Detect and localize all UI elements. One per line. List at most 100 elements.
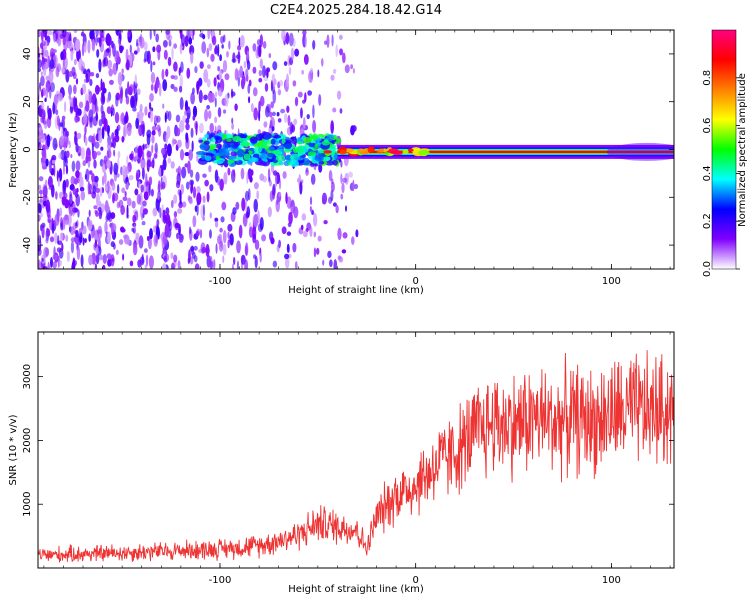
spectrogram-noise-cell <box>355 229 359 238</box>
spectrogram-emerging-cell <box>218 148 227 156</box>
spectrogram-noise-cell <box>294 261 298 269</box>
spectrogram-band-blob <box>359 151 370 155</box>
spectrogram-noise-cell <box>184 110 187 116</box>
spectrogram-noise-cell <box>318 163 323 173</box>
spectrogram-noise-cell <box>43 63 47 77</box>
spectrogram-noise-cell <box>133 223 137 235</box>
spectrogram-noise-cell <box>190 92 195 105</box>
spectrogram-noise-cell <box>140 184 144 193</box>
spectrogram-noise-cell <box>162 103 165 109</box>
spectrogram-noise-cell <box>135 232 140 240</box>
spectrogram-noise-cell <box>134 74 137 86</box>
spectrogram-noise-cell <box>275 198 281 213</box>
spectrogram-noise-cell <box>330 181 335 193</box>
spectrogram-noise-cell <box>345 205 348 212</box>
spectrogram-emerging-cell <box>239 137 247 143</box>
spectrogram-noise-cell <box>40 101 45 110</box>
spectrogram-noise-cell <box>214 97 217 108</box>
spectrogram-emerging-cell <box>314 154 324 162</box>
spectrogram-noise-cell <box>140 163 146 169</box>
spectrogram-noise-cell <box>151 125 157 131</box>
spectrogram-noise-cell <box>215 243 218 254</box>
spectrogram-noise-cell <box>348 171 353 178</box>
spectrogram-noise-cell <box>276 111 280 117</box>
spectrogram-ticks: -100 0 100 -40 -20 0 20 40 <box>22 30 674 287</box>
spectrogram-noise-cell <box>332 202 337 207</box>
spectrogram-noise-cell <box>69 190 72 199</box>
spectrogram-emerging-cell <box>230 151 237 157</box>
spectrogram-noise-cell <box>70 154 73 159</box>
spectrogram-noise-cell <box>220 35 225 44</box>
spectrogram-emerging-cell <box>294 157 304 161</box>
spectrogram-noise-cell <box>302 30 307 36</box>
spectrogram-noise-cell <box>111 181 116 191</box>
spectrogram-noise-cell <box>178 233 184 244</box>
spectrogram-noise-cell <box>70 49 74 62</box>
spectrogram-noise-cell <box>94 263 98 269</box>
spectrogram-noise-cell <box>312 39 316 50</box>
spectrogram-noise-cell <box>45 199 51 213</box>
spectrogram-noise-cell <box>214 47 217 55</box>
spectrogram-noise-cell <box>217 124 222 133</box>
spectrogram-noise-cell <box>64 214 70 226</box>
spectrogram-noise-cell <box>93 205 98 210</box>
spectrogram-noise-cell <box>214 217 219 222</box>
spectrogram-noise-cell <box>114 128 119 137</box>
spectrogram-noise-cell <box>57 177 61 188</box>
spectrogram-noise-cell <box>164 223 170 238</box>
spectrogram-noise-cell <box>68 142 72 149</box>
spectrogram-noise-cell <box>284 253 290 260</box>
spectrogram-noise-cell <box>129 84 134 92</box>
spectrogram-emerging-cell <box>283 141 293 150</box>
spectrogram-noise-cell <box>121 135 125 143</box>
spectrogram-noise-cell <box>101 91 105 97</box>
spectrogram-noise-cell <box>272 170 278 176</box>
spectrogram-noise-cell <box>98 58 102 73</box>
spectrogram-ytick-label: -20 <box>22 189 33 205</box>
spectrogram-noise-cell <box>100 104 104 115</box>
spectrogram-noise-cell <box>133 50 138 55</box>
spectrogram-noise-cell <box>176 172 181 185</box>
spectrogram-noise-cell <box>61 117 65 131</box>
spectrogram-noise-cell <box>188 249 191 263</box>
spectrogram-noise-cell <box>122 196 128 201</box>
spectrogram-noise-cell <box>141 149 145 161</box>
spectrogram-noise-cell <box>95 72 100 79</box>
spectrogram-noise-cell <box>289 121 294 135</box>
spectrogram-noise-cell <box>278 239 282 249</box>
spectrogram-noise-cell <box>56 115 60 127</box>
spectrogram-noise-cell <box>202 173 207 178</box>
spectrogram-noise-cell <box>202 216 205 221</box>
spectrogram-noise-cell <box>68 71 74 78</box>
spectrogram-noise-cell <box>98 130 103 144</box>
spectrogram-emerging-cell <box>275 154 286 162</box>
spectrogram-noise-cell <box>188 36 193 45</box>
spectrogram-noise-cell <box>67 84 73 96</box>
spectrogram-noise-cell <box>250 103 254 113</box>
spectrogram-noise-cell <box>226 50 229 58</box>
spectrogram-noise-cell <box>326 34 330 48</box>
spectrogram-noise-cell <box>139 36 145 49</box>
spectrogram-noise-cell <box>309 225 313 238</box>
spectrogram-noise-cell <box>53 94 58 105</box>
spectrogram-noise-cell <box>55 32 58 40</box>
spectrogram-emerging-cell <box>316 137 322 142</box>
spectrogram-noise-cell <box>102 59 106 67</box>
spectrogram-noise-cell <box>312 104 315 119</box>
spectrogram-noise-cell <box>65 234 69 242</box>
spectrogram-noise-cell <box>330 189 334 202</box>
spectrogram-noise-cell <box>41 46 44 60</box>
spectrogram-noise-cell <box>56 63 62 73</box>
spectrogram-noise-cell <box>330 74 335 81</box>
spectrogram-noise-cell <box>56 235 60 245</box>
spectrogram-noise-cell <box>189 169 194 178</box>
spectrogram-noise-cell <box>350 64 354 70</box>
spectrogram-noise-cell <box>192 115 196 121</box>
spectrogram-noise-cell <box>59 232 64 242</box>
spectrogram-noise-cell <box>259 58 263 69</box>
spectrogram-noise-cell <box>192 105 198 118</box>
spectrogram-noise-cell <box>146 159 151 168</box>
spectrogram-noise-cell <box>88 209 91 217</box>
spectrogram-noise-cell <box>154 142 158 154</box>
colorbar-tick-label: 0.8 <box>702 70 713 86</box>
